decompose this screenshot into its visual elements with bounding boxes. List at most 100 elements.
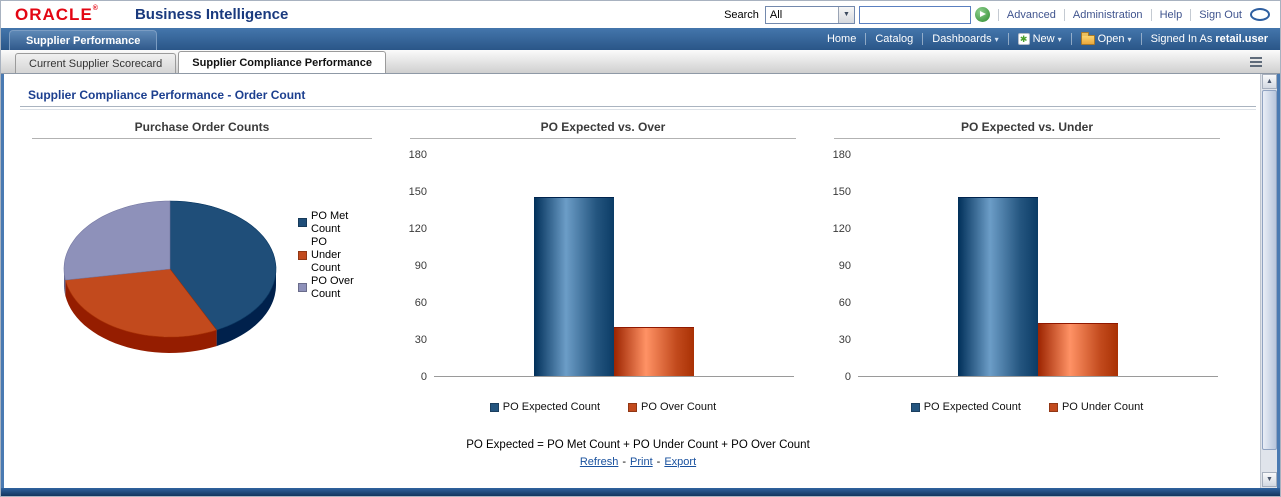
y-tick-label: 30 — [838, 334, 851, 346]
pie-chart-section: Purchase Order Counts PO Met Count PO Und… — [26, 120, 378, 413]
chevron-down-icon: ▾ — [1057, 34, 1062, 44]
page-options-lines — [1250, 57, 1262, 59]
plot-area — [434, 155, 794, 377]
bar-legend: PO Expected Count PO Under Count — [828, 401, 1226, 413]
separator — [997, 8, 999, 21]
legend-item-po-over-count: PO Over Count — [298, 275, 357, 300]
tab-current-supplier-scorecard[interactable]: Current Supplier Scorecard — [15, 53, 177, 73]
plot-area — [858, 155, 1218, 377]
signed-in-as: Signed In As retail.user — [1151, 33, 1268, 45]
divider — [20, 106, 1256, 107]
legend-label: PO Expected Count — [502, 401, 601, 413]
dashboard-frame: Supplier Compliance Performance - Order … — [1, 74, 1280, 488]
charts-row: Purchase Order Counts PO Met Count PO Und… — [20, 120, 1256, 413]
help-link[interactable]: Help — [1159, 8, 1183, 21]
registered-mark: ® — [92, 4, 99, 12]
page-title: Supplier Compliance Performance - Order … — [28, 88, 306, 102]
separator — [865, 33, 867, 45]
signed-in-user: retail.user — [1215, 33, 1268, 45]
administration-link[interactable]: Administration — [1072, 8, 1143, 21]
bar-po-expected-count[interactable] — [958, 197, 1038, 376]
y-axis: 0 30 60 90 120 150 180 — [828, 149, 858, 383]
divider — [20, 109, 1256, 110]
legend-swatch — [1048, 402, 1058, 412]
legend-label: PO Under Count — [311, 236, 341, 274]
tab-supplier-compliance-performance[interactable]: Supplier Compliance Performance — [178, 51, 387, 73]
brand: ORACLE® Business Intelligence — [15, 5, 288, 25]
bar-po-over-count[interactable] — [614, 327, 694, 376]
y-tick-label: 0 — [844, 371, 851, 383]
export-link[interactable]: Export — [664, 456, 697, 468]
legend-label: PO Over Count — [641, 401, 717, 413]
legend-swatch — [298, 218, 307, 228]
tab-supplier-performance[interactable]: Supplier Performance — [9, 30, 158, 50]
legend-item-po-under-count: PO Under Count — [1048, 401, 1143, 413]
pie-slice-side — [65, 280, 217, 353]
scrollbar-thumb[interactable] — [1262, 90, 1277, 450]
legend-label: PO Over Count — [311, 275, 354, 300]
dashboard-navbar: Supplier Performance Home Catalog Dashbo… — [1, 28, 1280, 50]
separator — [1007, 33, 1009, 45]
refresh-link[interactable]: Refresh — [579, 456, 619, 468]
chart-title: PO Expected vs. Over — [410, 120, 796, 139]
pie-slice-po-met-count[interactable] — [169, 200, 277, 331]
vertical-scrollbar[interactable]: ▲ ▼ — [1260, 74, 1277, 488]
open-label: Open — [1097, 33, 1125, 45]
separator — [1190, 8, 1192, 21]
advanced-link[interactable]: Advanced — [1006, 8, 1056, 21]
folder-icon — [1080, 32, 1095, 45]
y-tick-label: 120 — [408, 223, 427, 235]
legend-swatch — [910, 402, 920, 412]
open-menu[interactable]: Open ▾ — [1080, 32, 1132, 45]
y-tick-label: 90 — [838, 260, 851, 272]
print-link[interactable]: Print — [630, 456, 653, 468]
chart-title: PO Expected vs. Under — [834, 120, 1220, 139]
sign-out-link[interactable]: Sign Out — [1199, 8, 1242, 21]
y-tick-label: 90 — [414, 260, 427, 272]
bar-legend: PO Expected Count PO Over Count — [404, 401, 802, 413]
new-menu[interactable]: ✱ New ▾ — [1017, 33, 1062, 45]
navbar-links: Home Catalog Dashboards ▾ ✱ New ▾ Open ▾ Sig… — [826, 32, 1268, 45]
y-tick-label: 180 — [408, 149, 427, 161]
bar-chart-over-section: PO Expected vs. Over 0 30 60 90 120 150 180 PO… — [404, 120, 802, 413]
search-scope-select[interactable]: All ▼ — [764, 5, 855, 24]
user-profile-icon[interactable] — [1250, 8, 1270, 21]
bar-po-expected-count[interactable] — [534, 197, 614, 376]
page-options-icon[interactable] — [1248, 55, 1264, 69]
po-expected-formula: PO Expected = PO Met Count + PO Under Co… — [466, 439, 810, 451]
bar-po-under-count[interactable] — [1038, 323, 1118, 376]
legend-item-po-under-count: PO Under Count — [298, 236, 357, 274]
search-input[interactable] — [858, 5, 971, 24]
dashboards-menu[interactable]: Dashboards ▾ — [932, 33, 998, 45]
home-link[interactable]: Home — [826, 33, 857, 45]
po-expected-vs-over-chart[interactable]: 0 30 60 90 120 150 180 — [404, 149, 802, 383]
y-tick-label: 30 — [414, 334, 427, 346]
legend-label: PO Met Count — [311, 210, 349, 235]
separator — [1150, 8, 1152, 21]
search-go-icon[interactable] — [974, 7, 990, 22]
dropdown-arrow-icon[interactable]: ▼ — [837, 6, 854, 23]
catalog-link[interactable]: Catalog — [875, 33, 914, 45]
new-label: New — [1032, 33, 1055, 45]
scroll-down-icon[interactable]: ▼ — [1262, 472, 1277, 487]
legend-swatch — [298, 283, 307, 293]
dashboard-content: Supplier Compliance Performance - Order … — [4, 74, 1260, 488]
scroll-up-icon[interactable]: ▲ — [1262, 74, 1277, 89]
search-scope-value: All — [769, 8, 783, 21]
separator: - — [656, 456, 661, 468]
y-tick-label: 150 — [832, 186, 851, 198]
separator — [1063, 8, 1065, 21]
po-expected-vs-under-chart[interactable]: 0 30 60 90 120 150 180 — [828, 149, 1226, 383]
separator — [1070, 33, 1072, 45]
pie-slice-po-under-count[interactable] — [65, 268, 218, 338]
dashboards-label: Dashboards — [932, 33, 992, 45]
pie-wrap: PO Met Count PO Under Count PO Over Count — [26, 187, 378, 367]
purchase-order-counts-pie[interactable] — [50, 187, 294, 367]
y-axis: 0 30 60 90 120 150 180 — [404, 149, 434, 383]
legend-item-po-expected-count: PO Expected Count — [910, 401, 1021, 413]
legend-swatch — [298, 250, 307, 260]
report-links: Refresh - Print - Export — [20, 456, 1256, 468]
pie-slice-po-over-count[interactable] — [63, 200, 171, 281]
search-label: Search — [724, 8, 759, 21]
